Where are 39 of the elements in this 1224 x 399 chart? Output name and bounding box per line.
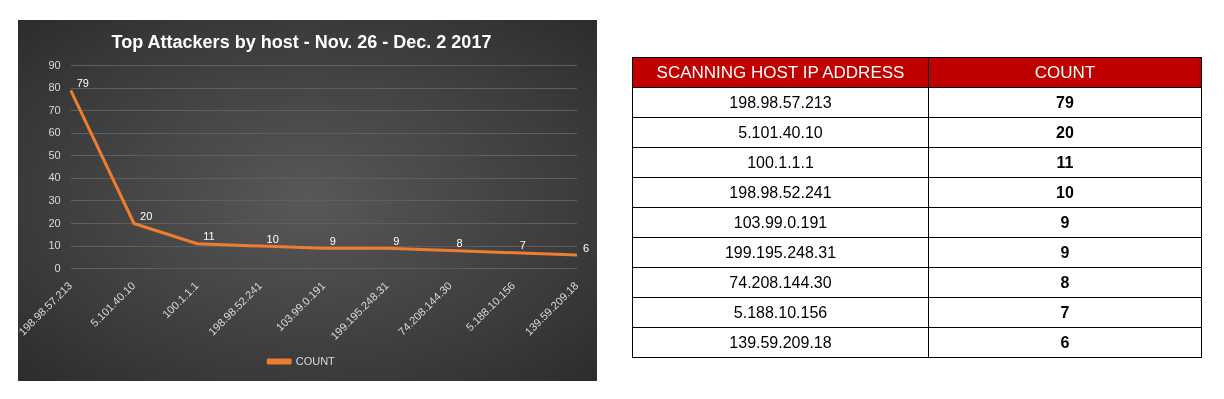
y-tick-label: 10 [48,239,61,252]
data-label: 8 [928,267,1202,298]
data-label: 9 [329,234,336,247]
y-tick-label: 70 [48,103,61,116]
y-tick-label: 60 [48,126,61,139]
data-label: 79 [928,87,1202,118]
category-label: 139.59.209.18 [632,327,929,358]
data-label: 9 [928,237,1202,268]
y-tick-label: 0 [54,261,61,274]
data-label: 6 [928,327,1202,358]
y-tick-label: 90 [48,58,61,71]
data-label: 11 [203,230,215,243]
category-label: 198.98.57.213 [632,87,929,118]
data-label: 7 [928,297,1202,328]
data-label: 20 [928,117,1202,148]
text: SCANNING HOST IP ADDRESS [632,57,929,88]
data-label: 6 [583,241,590,254]
y-tick-label: 30 [48,193,61,206]
category-label: 103.99.0.191 [632,207,929,238]
category-label: 100.1.1.1 [632,147,929,178]
data-label: 9 [928,207,1202,238]
data-label: 11 [928,147,1202,178]
data-label: 10 [928,177,1202,208]
text: COUNT [928,57,1202,88]
data-label: 9 [393,234,400,247]
legend-label: COUNT [295,354,336,367]
data-label: 20 [140,210,153,223]
category-label: 199.195.248.31 [632,237,929,268]
chart-title: Top Attackers by host - Nov. 26 - Dec. 2 2017 [111,31,492,52]
category-label: 198.98.52.241 [632,177,929,208]
data-label: 10 [266,232,279,245]
category-label: 5.101.40.10 [632,117,929,148]
data-label: 7 [519,239,526,252]
y-tick-label: 80 [48,81,61,94]
data-label: 79 [76,76,89,89]
y-tick-label: 40 [48,171,61,184]
y-tick-label: 50 [48,148,61,161]
data-label: 8 [456,237,463,250]
y-tick-label: 20 [48,216,61,229]
